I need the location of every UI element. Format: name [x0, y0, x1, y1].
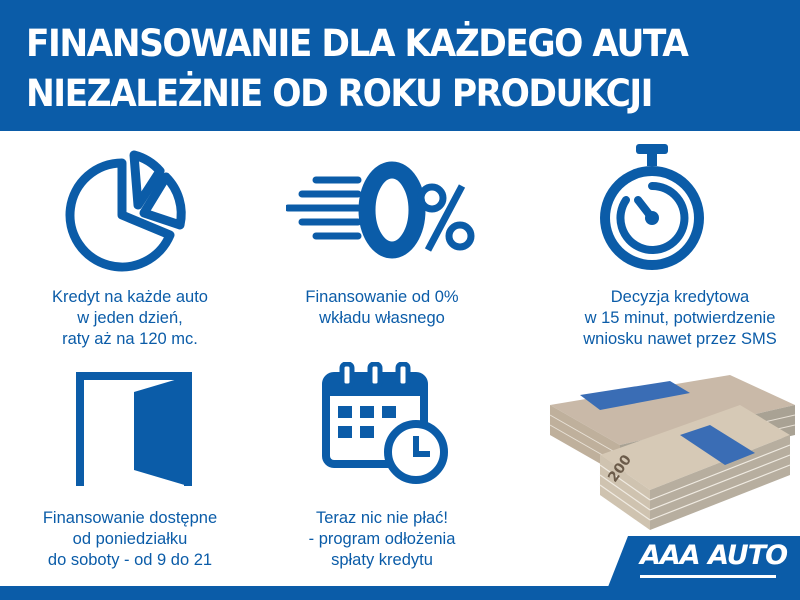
- pie-chart-icon: [65, 150, 186, 272]
- banknote-stack-front: 200: [599, 405, 791, 530]
- feature-caption-hours: Finansowanie dostępne od poniedziałku do…: [10, 508, 250, 571]
- logo-panel: [606, 536, 800, 592]
- caption-line: wniosku nawet przez SMS: [583, 330, 777, 348]
- stopwatch-icon: [600, 144, 704, 270]
- caption-line: w 15 minut, potwierdzenie: [584, 309, 776, 327]
- caption-line: Decyzja kredytowa: [610, 288, 750, 306]
- zero-percent-icon: [286, 161, 475, 259]
- caption-line: Finansowanie od 0%: [305, 288, 459, 306]
- caption-line: do soboty - od 9 do 21: [47, 551, 213, 569]
- bottom-stripe: [0, 586, 800, 600]
- headline-line-2: NIEZALEŻNIE OD ROKU PRODUKCJI: [26, 72, 653, 115]
- open-door-icon: [76, 372, 192, 486]
- feature-caption-deferral: Teraz nic nie płać! - program odłożenia …: [262, 508, 502, 571]
- banknote-stack-image: 200: [549, 375, 796, 530]
- feature-caption-decision: Decyzja kredytowa w 15 minut, potwierdze…: [560, 287, 800, 350]
- aaa-auto-logo: AAA AUTO: [640, 540, 788, 571]
- caption-line: od poniedziałku: [72, 530, 188, 548]
- header-banner: FINANSOWANIE DLA KAŻDEGO AUTA NIEZALEŻNI…: [0, 0, 800, 131]
- caption-line: spłaty kredytu: [331, 551, 433, 569]
- caption-line: w jeden dzień,: [77, 309, 183, 327]
- caption-line: Kredyt na każde auto: [52, 288, 208, 306]
- caption-line: - program odłożenia: [308, 530, 456, 548]
- feature-caption-down-payment: Finansowanie od 0% wkładu własnego: [262, 287, 502, 329]
- caption-line: Finansowanie dostępne: [42, 509, 218, 527]
- caption-line: Teraz nic nie płać!: [315, 509, 449, 527]
- calendar-clock-icon: [322, 362, 448, 484]
- feature-caption-credit: Kredyt na każde auto w jeden dzień, raty…: [10, 287, 250, 350]
- headline-line-1: FINANSOWANIE DLA KAŻDEGO AUTA: [26, 22, 689, 65]
- logo-underline: [640, 575, 776, 578]
- caption-line: wkładu własnego: [319, 309, 445, 327]
- caption-line: raty aż na 120 mc.: [62, 330, 198, 348]
